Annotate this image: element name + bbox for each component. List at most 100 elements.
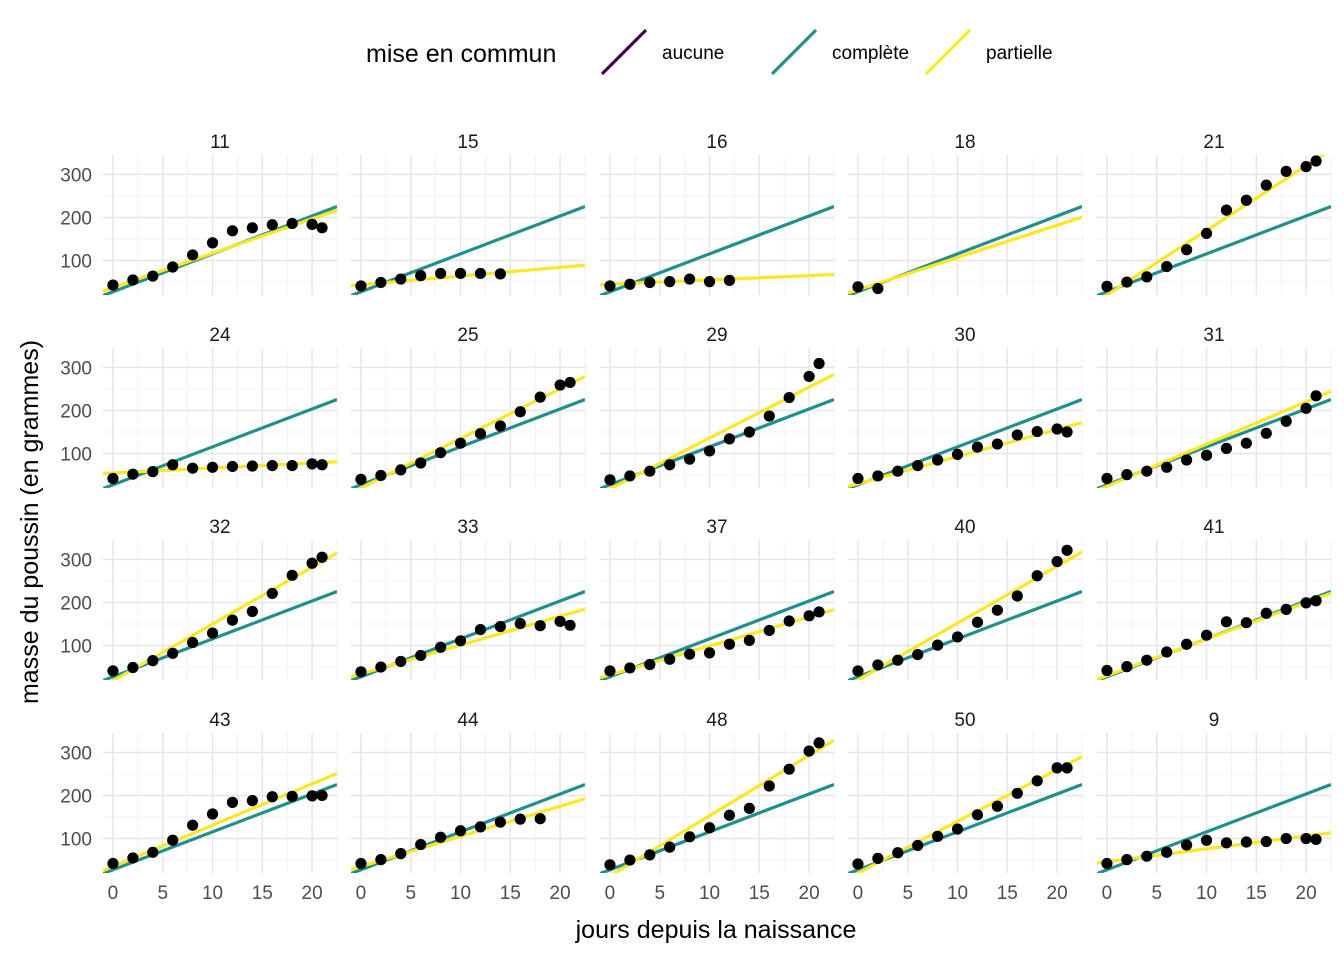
y-tick-label: 200: [60, 401, 92, 422]
data-point: [1220, 204, 1233, 216]
data-point: [1031, 570, 1043, 582]
data-point: [1200, 449, 1213, 461]
data-point: [743, 634, 755, 646]
y-tick-label: 300: [60, 743, 92, 764]
data-point: [226, 614, 239, 626]
facet-label: 40: [954, 517, 975, 538]
data-point: [514, 813, 526, 825]
data-point: [246, 460, 258, 472]
data-point: [435, 831, 447, 843]
facet-30: 30: [848, 325, 1083, 488]
y-tick-label: 100: [60, 252, 92, 273]
data-point: [684, 831, 696, 843]
data-point: [813, 606, 825, 618]
data-point: [167, 647, 179, 659]
y-tick-label: 300: [60, 165, 92, 186]
data-point: [415, 270, 427, 282]
data-point: [187, 249, 199, 261]
data-point: [763, 780, 775, 792]
data-point: [1280, 603, 1292, 615]
data-point: [454, 437, 467, 449]
partial-pooling-line: [103, 460, 337, 476]
data-point: [951, 631, 964, 643]
y-tick-label: 100: [60, 445, 92, 466]
x-tick-label: 10: [947, 883, 968, 904]
data-point: [723, 638, 736, 650]
data-point: [1240, 437, 1252, 449]
data-point: [316, 459, 328, 471]
data-point: [147, 655, 159, 667]
legend-title: mise en commun: [366, 40, 556, 68]
data-point: [167, 834, 179, 846]
data-point: [187, 819, 199, 831]
legend-label-0: aucune: [662, 43, 724, 64]
data-point: [474, 821, 487, 833]
data-point: [514, 406, 526, 418]
facet-43: 43 100 200 300 0 5 10 15 20: [60, 710, 338, 904]
data-point: [624, 278, 636, 290]
data-point: [803, 610, 815, 622]
partial-pooling-line: [611, 738, 834, 873]
facet-25: 25: [351, 325, 586, 488]
x-tick-label: 5: [902, 883, 913, 904]
data-point: [474, 267, 487, 280]
data-point: [266, 460, 278, 472]
partial-pooling-line: [1104, 155, 1326, 295]
data-point: [1011, 429, 1023, 441]
data-point: [1280, 165, 1292, 177]
complete-pooling-line: [1097, 204, 1331, 295]
data-point: [951, 448, 964, 460]
data-point: [127, 274, 139, 286]
data-point: [971, 616, 984, 628]
data-point: [803, 370, 815, 383]
data-point: [644, 849, 656, 861]
data-point: [912, 460, 924, 472]
facet-40: 40: [848, 517, 1083, 680]
y-tick-label: 200: [60, 593, 92, 614]
data-point: [534, 620, 546, 632]
data-point: [723, 274, 736, 286]
data-point: [1051, 762, 1063, 774]
data-point: [246, 222, 258, 234]
legend-key-2: [924, 28, 972, 76]
data-point: [604, 280, 616, 292]
data-point: [564, 619, 576, 631]
data-point: [872, 659, 884, 671]
partial-pooling-line: [357, 375, 585, 488]
data-point: [187, 462, 199, 474]
data-point: [564, 376, 576, 389]
x-tick-label: 5: [654, 883, 665, 904]
data-point: [1011, 787, 1023, 799]
data-point: [415, 649, 427, 662]
facet-33: 33: [351, 517, 586, 680]
data-point: [1161, 461, 1173, 473]
y-tick-label: 200: [60, 208, 92, 229]
data-point: [703, 445, 716, 457]
complete-pooling-line: [848, 589, 1082, 680]
facet-48: 48 0 5 10 15 20: [600, 710, 835, 904]
facet-44: 44 0 5 10 15 20: [351, 710, 586, 904]
data-point: [355, 473, 367, 485]
data-point: [1240, 194, 1252, 206]
data-point: [306, 218, 318, 230]
data-point: [1121, 854, 1133, 866]
data-point: [226, 225, 239, 237]
data-point: [763, 410, 775, 422]
facet-11: 11 100 200 300: [60, 132, 338, 295]
data-point: [723, 809, 736, 821]
data-point: [306, 557, 318, 569]
data-point: [1310, 390, 1322, 402]
data-point: [187, 636, 199, 649]
data-point: [1260, 835, 1272, 848]
data-point: [991, 800, 1003, 812]
facet-label: 29: [706, 325, 727, 346]
data-point: [107, 665, 119, 677]
data-point: [624, 662, 636, 674]
x-tick-label: 15: [500, 883, 521, 904]
data-point: [246, 605, 258, 618]
data-point: [1181, 638, 1193, 650]
data-point: [664, 841, 676, 853]
y-tick-label: 300: [60, 358, 92, 379]
x-tick-label: 0: [605, 883, 616, 904]
data-point: [664, 653, 676, 665]
